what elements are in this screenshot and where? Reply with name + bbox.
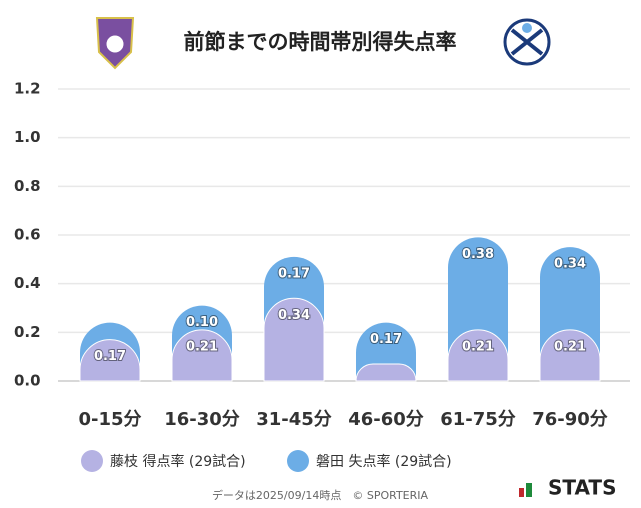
y-tick-label: 0.8 [14, 177, 41, 195]
data-label: 0.17 [370, 332, 402, 347]
data-label: 0.10 [186, 315, 218, 330]
legend-marker [81, 450, 103, 472]
x-tick-label: 76-90分 [532, 409, 608, 430]
data-label: 0.17 [278, 266, 310, 281]
y-tick-label: 1.2 [14, 80, 41, 98]
x-tick-label: 16-30分 [164, 409, 240, 430]
x-tick-label: 31-45分 [256, 409, 332, 430]
brand: STATS [548, 476, 616, 500]
data-label: 0.21 [554, 339, 586, 354]
data-label: 0.34 [278, 308, 310, 323]
x-tick-label: 61-75分 [440, 409, 516, 430]
x-tick-label: 0-15分 [78, 409, 141, 430]
y-tick-label: 0.6 [14, 226, 41, 244]
y-tick-label: 0.0 [14, 372, 41, 390]
y-tick-label: 0.4 [14, 274, 41, 292]
data-label: 0.34 [554, 257, 586, 272]
bar-segment [79, 339, 141, 382]
legend-label: 藤枝 得点率 (29試合) [110, 453, 246, 470]
bar-segment [540, 247, 600, 360]
away-logo [503, 18, 551, 66]
x-tick-label: 46-60分 [348, 409, 424, 430]
y-tick-label: 0.2 [14, 323, 41, 341]
chart-title: 前節までの時間帯別得失点率 [184, 30, 457, 54]
bar-segment [355, 363, 417, 382]
bar-segment [447, 329, 509, 382]
bar-segment [171, 329, 233, 382]
caption: データは2025/09/14時点 © SPORTERIA [212, 488, 429, 502]
bar-segment [448, 237, 508, 360]
y-tick-label: 1.0 [14, 128, 41, 146]
data-label: 0.38 [462, 247, 494, 262]
legend-label: 磐田 失点率 (29試合) [316, 453, 452, 470]
bar-segment [539, 329, 601, 382]
data-label: 0.21 [462, 339, 494, 354]
legend-marker [287, 450, 309, 472]
home-logo [95, 17, 135, 70]
bar-segment [263, 297, 325, 382]
data-label: 0.17 [94, 349, 126, 364]
data-label: 0.21 [186, 339, 218, 354]
brand-logo: STATS [519, 476, 616, 500]
